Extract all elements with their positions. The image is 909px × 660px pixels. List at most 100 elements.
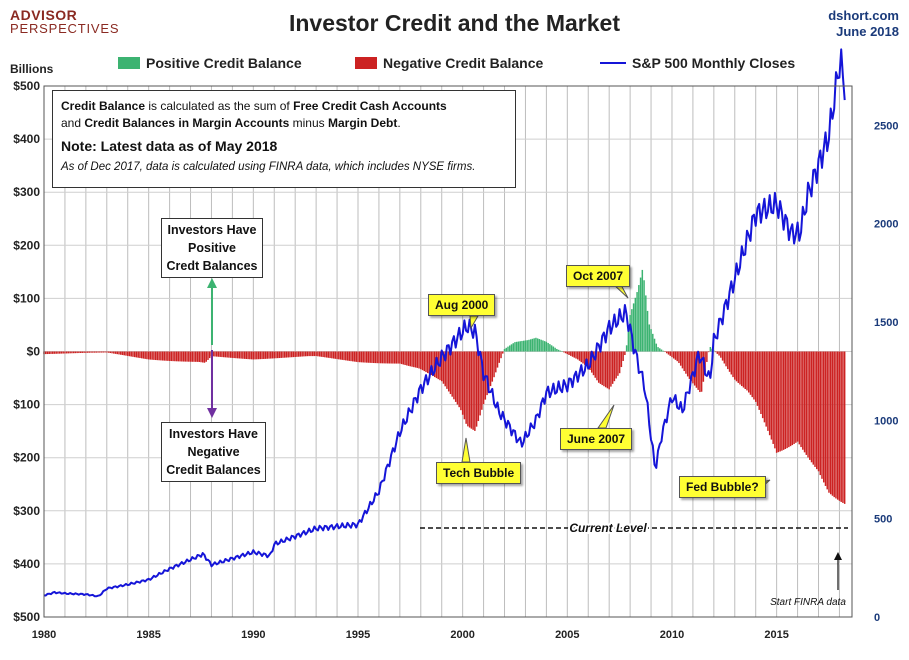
- negative-credit-bar: [114, 351, 117, 354]
- negative-credit-bar: [88, 351, 91, 353]
- negative-credit-bar: [165, 351, 167, 361]
- negative-credit-bar: [263, 351, 265, 359]
- negative-balances-callout: Investors Have Negative Credit Balances: [161, 422, 266, 482]
- negative-credit-bar: [297, 351, 300, 357]
- negative-credit-bar: [744, 351, 746, 389]
- negative-credit-bar: [67, 351, 70, 354]
- negative-credit-bar: [603, 351, 605, 387]
- negative-credit-bar: [362, 351, 364, 363]
- negative-credit-bar: [611, 351, 614, 384]
- negative-credit-bar: [228, 351, 230, 358]
- negative-credit-bar: [327, 351, 330, 358]
- negative-credit-bar: [348, 351, 351, 361]
- negative-credit-bar: [681, 351, 684, 369]
- negative-credit-bar: [259, 351, 262, 360]
- positive-credit-bar: [521, 340, 523, 352]
- negative-credit-bar: [329, 351, 331, 359]
- negative-credit-bar: [324, 351, 326, 358]
- negative-credit-bar: [592, 351, 595, 376]
- negative-credit-bar: [215, 351, 218, 357]
- negative-credit-bar: [732, 351, 734, 378]
- june2007-callout: June 2007: [560, 428, 633, 450]
- negative-credit-bar: [184, 351, 187, 362]
- positive-credit-bar: [636, 292, 638, 352]
- credit-balance-bars: [43, 269, 846, 504]
- negative-credit-bar: [83, 351, 85, 353]
- positive-credit-bar: [709, 347, 712, 352]
- negative-credit-bar: [664, 351, 666, 353]
- negative-credit-bar: [779, 351, 781, 452]
- negative-credit-bar: [74, 351, 77, 354]
- negative-credit-bar: [430, 351, 432, 376]
- oct2007-callout: Oct 2007: [566, 265, 631, 287]
- positive-credit-bar: [542, 340, 544, 352]
- negative-credit-bar: [395, 351, 398, 364]
- negative-credit-bar: [325, 351, 328, 358]
- positive-balances-callout: Investors Have Positive Credt Balances: [161, 218, 263, 278]
- positive-credit-bar: [660, 349, 663, 352]
- positive-credit-bar: [526, 340, 528, 352]
- negative-credit-bar: [465, 351, 467, 424]
- source-date: June 2018: [836, 24, 899, 39]
- negative-credit-bar: [488, 351, 490, 391]
- negative-credit-bar: [285, 351, 288, 358]
- positive-credit-bar: [650, 329, 652, 352]
- negative-credit-bar: [240, 351, 242, 359]
- negative-credit-bar: [807, 351, 809, 458]
- negative-credit-bar: [212, 351, 214, 357]
- negative-credit-bar: [421, 351, 424, 371]
- negative-credit-bar: [233, 351, 235, 359]
- negative-credit-bar: [679, 351, 682, 366]
- negative-credit-bar: [48, 351, 50, 354]
- negative-credit-bar: [350, 351, 352, 362]
- negative-credit-bar: [427, 351, 429, 374]
- negative-credit-bar: [817, 351, 820, 472]
- negative-credit-bar: [50, 351, 52, 354]
- negative-credit-bar: [95, 351, 98, 353]
- negative-credit-bar: [364, 351, 366, 363]
- sp500-line: [43, 48, 846, 598]
- negative-credit-bar: [372, 351, 375, 364]
- negative-credit-bar: [345, 351, 347, 361]
- aug2000-pointer: [469, 315, 479, 330]
- legend-sp500: S&P 500 Monthly Closes: [600, 55, 795, 71]
- negative-credit-bar: [299, 351, 302, 357]
- note-line-1: Credit Balance is calculated as the sum …: [61, 98, 507, 115]
- negative-credit-bar: [358, 351, 361, 363]
- legend-sp500-swatch: [600, 62, 626, 64]
- note-bold-credit-balance: Credit Balance: [61, 99, 146, 113]
- negative-credit-bar: [399, 351, 401, 364]
- negative-credit-bar: [397, 351, 399, 364]
- negative-credit-bar: [343, 351, 345, 361]
- note-text-1: is calculated as the sum of: [145, 99, 294, 113]
- positive-credit-bar: [646, 310, 649, 352]
- negative-credit-bar: [739, 351, 741, 385]
- legend-negative-swatch: [355, 57, 377, 69]
- negative-credit-bar: [123, 351, 125, 356]
- negative-credit-bar: [716, 351, 719, 354]
- negative-credit-bar: [756, 351, 759, 406]
- negative-credit-bar: [280, 351, 282, 358]
- negative-credit-bar: [140, 351, 143, 359]
- negative-credit-bar: [93, 351, 96, 353]
- positive-credit-bar: [652, 333, 654, 352]
- negative-credit-bar: [365, 351, 368, 363]
- negative-credit-bar: [78, 351, 80, 354]
- positive-credit-bar: [531, 338, 534, 352]
- negative-credit-bar: [812, 351, 815, 465]
- note-latest: Note: Latest data as of May 2018: [61, 138, 278, 154]
- positive-credit-bar: [657, 347, 659, 352]
- negative-credit-bar: [352, 351, 354, 362]
- negative-credit-bar: [243, 351, 246, 359]
- negative-credit-bar: [196, 351, 199, 362]
- negative-credit-bar: [242, 351, 244, 359]
- negative-credit-bar: [72, 351, 75, 354]
- negative-credit-bar: [338, 351, 340, 360]
- note-text-4: .: [397, 116, 401, 130]
- negative-credit-bar: [393, 351, 396, 364]
- negative-credit-bar: [45, 351, 47, 355]
- negative-credit-bar: [798, 351, 801, 445]
- negative-credit-bar: [175, 351, 178, 362]
- negative-credit-bar: [109, 351, 112, 354]
- positive-credit-bar: [659, 348, 661, 352]
